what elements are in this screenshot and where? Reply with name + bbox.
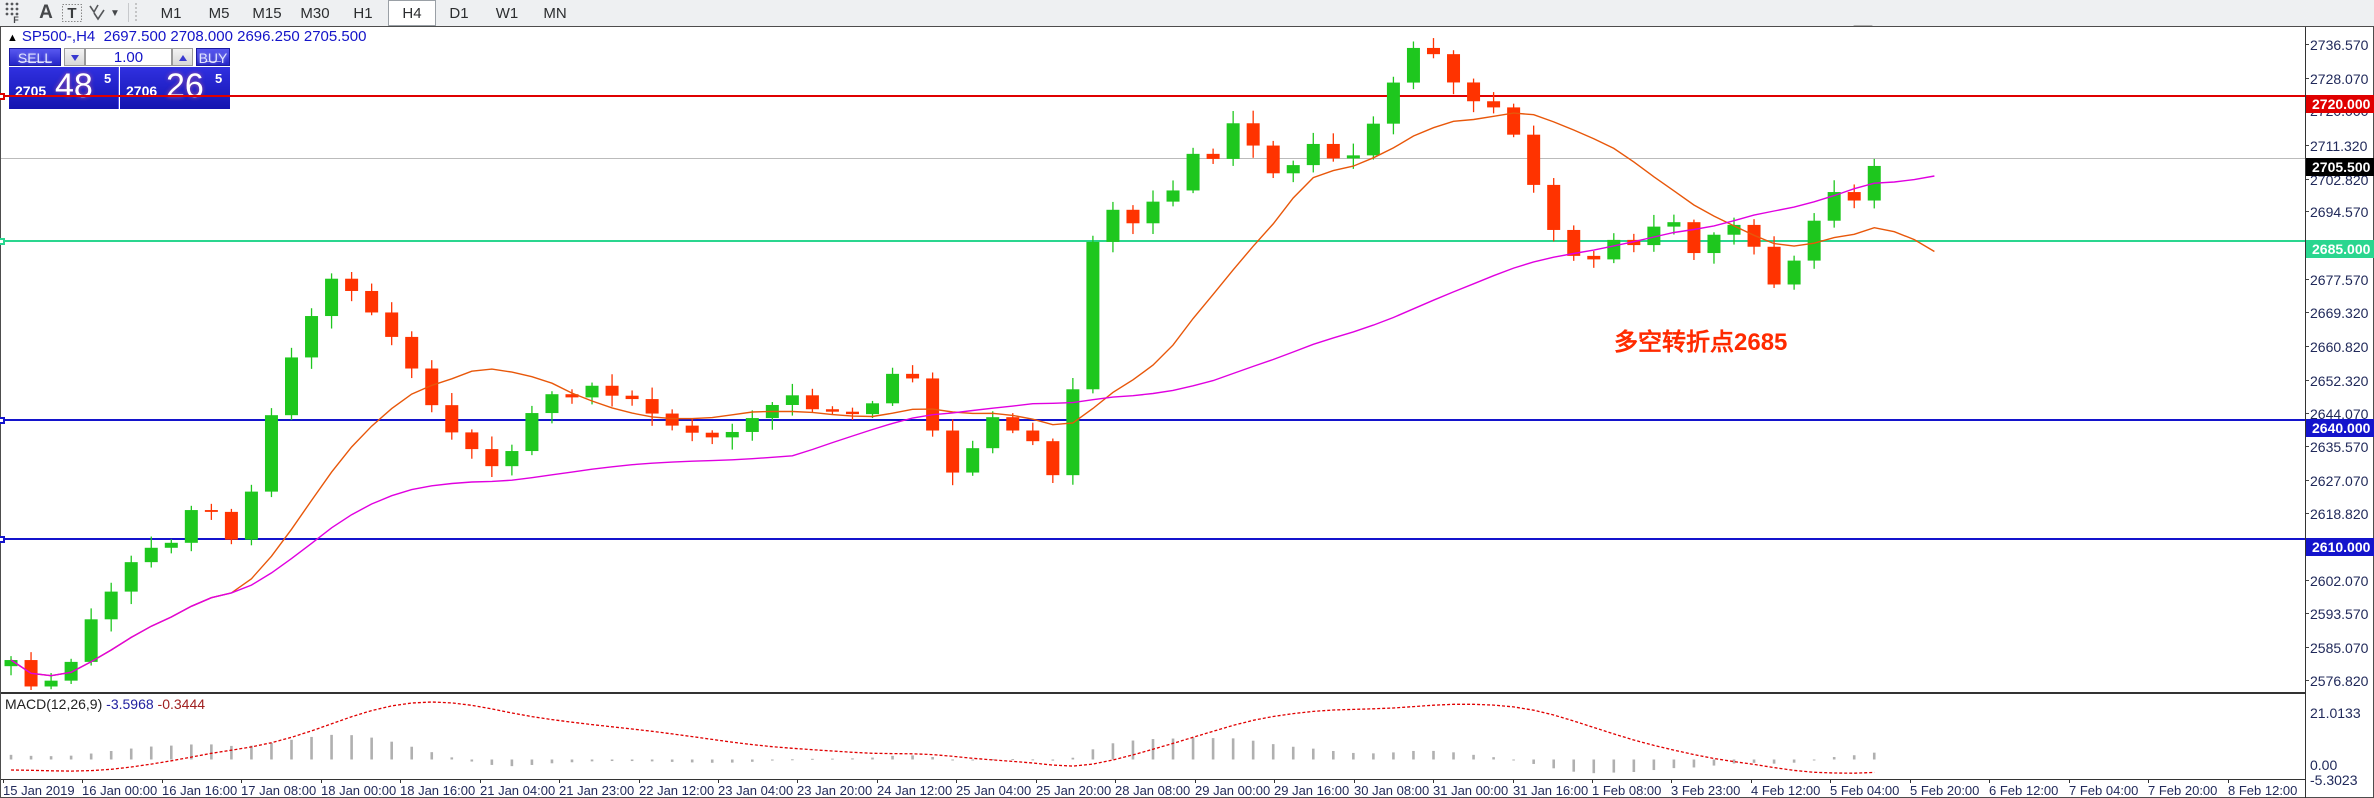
svg-text:F: F xyxy=(13,15,19,24)
svg-text:T: T xyxy=(67,5,76,22)
